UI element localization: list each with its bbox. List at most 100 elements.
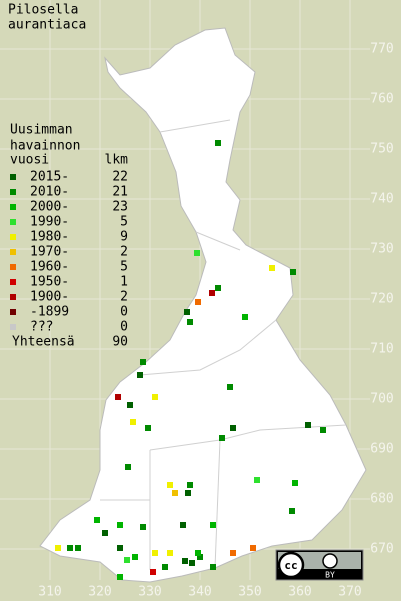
legend-label: 1990- <box>30 215 69 230</box>
y-tick-label: 730 <box>370 242 393 257</box>
observation <box>150 569 156 575</box>
finland-outline <box>39 27 367 583</box>
y-tick-label: 670 <box>370 542 393 557</box>
y-tick-label: 680 <box>370 492 393 507</box>
legend-label: 1950- <box>30 275 69 290</box>
y-tick-label: 740 <box>370 192 393 207</box>
title: Pilosella <box>8 3 78 18</box>
region-border <box>100 439 221 570</box>
legend-label: 1900- <box>30 290 69 305</box>
region-borders <box>100 119 347 570</box>
observation <box>180 522 186 528</box>
observation <box>210 522 216 528</box>
observation <box>132 554 138 560</box>
observation <box>320 427 326 433</box>
legend-label: 2010- <box>30 185 69 200</box>
region-border <box>149 424 347 451</box>
observations <box>55 140 326 580</box>
observation <box>187 482 193 488</box>
y-tick-label: 700 <box>370 392 393 407</box>
cc-icon-text: cc <box>284 559 297 572</box>
legend-swatch <box>10 249 16 255</box>
observation <box>187 319 193 325</box>
observation <box>230 550 236 556</box>
observation <box>124 557 130 563</box>
legend-swatch <box>10 174 16 180</box>
legend-count: 5 <box>120 215 128 230</box>
legend-count: 2 <box>120 245 128 260</box>
legend-total: 90 <box>112 335 128 350</box>
observation <box>167 482 173 488</box>
observation <box>172 490 178 496</box>
observation <box>219 435 225 441</box>
legend-count: 9 <box>120 230 128 245</box>
observation <box>305 422 311 428</box>
observation <box>140 359 146 365</box>
observation <box>197 554 203 560</box>
y-tick-label: 750 <box>370 142 393 157</box>
y-tick-label: 770 <box>370 42 393 57</box>
legend-count: 2 <box>120 290 128 305</box>
observation <box>230 425 236 431</box>
legend-label: 2000- <box>30 200 69 215</box>
legend-swatch <box>10 309 16 315</box>
legend-label: 2015- <box>30 170 69 185</box>
region-border <box>159 119 241 251</box>
x-tick-label: 370 <box>338 585 361 600</box>
legend-total-label: Yhteensä <box>12 335 75 350</box>
observation <box>189 560 195 566</box>
observation <box>292 480 298 486</box>
legend-count: 5 <box>120 260 128 275</box>
observation <box>67 545 73 551</box>
legend-count: 0 <box>120 320 128 335</box>
observation <box>167 550 173 556</box>
observation <box>117 522 123 528</box>
legend-swatch <box>10 324 16 330</box>
observation <box>152 550 158 556</box>
observation <box>94 517 100 523</box>
title: aurantiaca <box>8 18 86 33</box>
observation <box>227 384 233 390</box>
cc-icon <box>277 551 305 579</box>
observation <box>130 419 136 425</box>
observation <box>162 564 168 570</box>
x-tick-label: 330 <box>138 585 161 600</box>
legend: Uusimman havainnon vuosi lkm 2015- 222010… <box>10 123 128 350</box>
observation <box>127 402 133 408</box>
observation <box>102 530 108 536</box>
legend-label: ??? <box>30 320 53 335</box>
legend-swatch <box>10 219 16 225</box>
legend-count-header: lkm <box>105 153 129 168</box>
legend-swatch <box>10 234 16 240</box>
legend-label: 1970- <box>30 245 69 260</box>
observation <box>210 564 216 570</box>
by-icon <box>322 553 338 569</box>
observation <box>269 265 275 271</box>
legend-count: 22 <box>112 170 128 185</box>
y-tick-label: 760 <box>370 92 393 107</box>
legend-title: Uusimman <box>10 123 73 138</box>
region-border <box>139 319 277 376</box>
legend-title: vuosi <box>10 153 49 168</box>
observation <box>185 490 191 496</box>
observation <box>289 508 295 514</box>
legend-count: 1 <box>120 275 128 290</box>
legend-swatch <box>10 189 16 195</box>
x-tick-label: 310 <box>38 585 61 600</box>
observation <box>242 314 248 320</box>
observation <box>152 394 158 400</box>
observation <box>75 545 81 551</box>
observation <box>290 269 296 275</box>
observation <box>125 464 131 470</box>
legend-count: 23 <box>112 200 128 215</box>
observation <box>254 477 260 483</box>
observation <box>140 524 146 530</box>
observation <box>215 140 221 146</box>
legend-count: 21 <box>112 185 128 200</box>
observation <box>215 285 221 291</box>
y-tick-label: 690 <box>370 442 393 457</box>
x-tick-label: 340 <box>188 585 211 600</box>
legend-swatch <box>10 279 16 285</box>
y-tick-label: 710 <box>370 342 393 357</box>
